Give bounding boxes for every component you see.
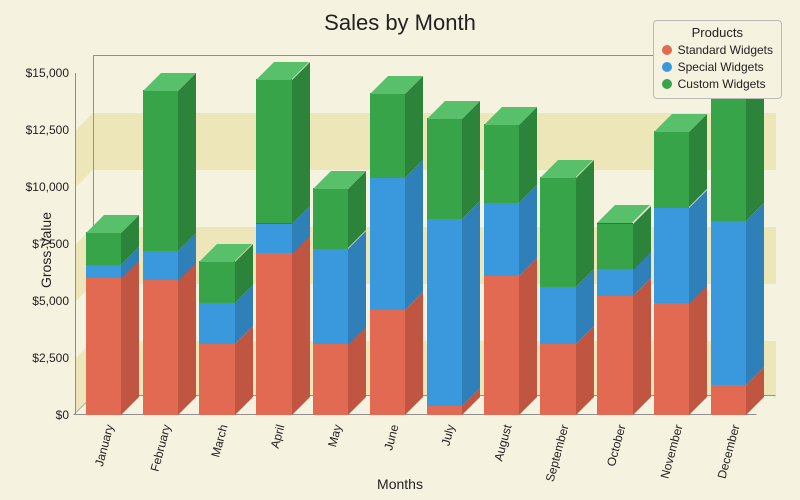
bar-segment-front [484, 124, 519, 203]
legend-item: Custom Widgets [662, 76, 773, 93]
bar-segment-front [143, 90, 178, 251]
bar-segment-front [597, 223, 632, 270]
bar-segment-side [689, 285, 707, 415]
x-tick-label: October [604, 423, 629, 468]
bar-segment-side [746, 78, 764, 221]
legend-item-label: Special Widgets [678, 59, 764, 76]
y-tick-label: $10,000 [26, 180, 69, 194]
bar-segment-side [576, 160, 594, 287]
bar-segment-side [405, 292, 423, 415]
bar-segment-front [484, 275, 519, 415]
bar-segment-front [654, 131, 689, 207]
bar-segment-front [427, 118, 462, 219]
legend-item: Special Widgets [662, 59, 773, 76]
bar-segment-front [484, 202, 519, 276]
bar-segment-side [633, 278, 651, 415]
legend-item: Standard Widgets [662, 42, 773, 59]
legend-swatch-icon [662, 79, 672, 89]
y-tick-label: $2,500 [32, 351, 69, 365]
bar-segment-front [711, 220, 746, 385]
x-axis-label: Months [0, 476, 800, 492]
bar-segment-front [711, 384, 746, 415]
bar-segment-side [348, 231, 366, 345]
x-tick-label: August [492, 423, 515, 463]
bar-segment-side [178, 262, 196, 415]
bar-segment-front [256, 223, 291, 254]
bar-segment-front [654, 302, 689, 415]
bar-segment-front [370, 309, 405, 415]
x-tick-label: January [92, 423, 117, 468]
legend-item-label: Custom Widgets [678, 76, 766, 93]
bar-segment-front [540, 343, 575, 415]
bar-segment-front [256, 79, 291, 224]
x-tick-label: February [148, 423, 174, 473]
bar-segment-front [256, 252, 291, 415]
bar-segment-front [313, 343, 348, 415]
sales-by-month-chart: Sales by Month Gross Value Months $0$2,5… [0, 0, 800, 500]
y-tick-label: $0 [56, 408, 69, 422]
plot-area: $0$2,500$5,000$7,500$10,000$12,500$15,00… [75, 55, 775, 415]
bar-segment-side [405, 160, 423, 310]
x-tick-label: September [543, 423, 572, 483]
bar-segment-front [313, 188, 348, 248]
bar-segment-side [178, 73, 196, 251]
x-tick-label: November [657, 423, 685, 480]
bar-segment-side [746, 203, 764, 385]
bar-segment-front [86, 232, 121, 265]
x-tick-label: March [208, 423, 230, 459]
y-tick-label: $12,500 [26, 123, 69, 137]
bar-segment-side [462, 101, 480, 219]
bar-segment-side [462, 201, 480, 406]
bar-segment-front [427, 218, 462, 406]
bar-segment-front [370, 177, 405, 310]
y-axis-line [75, 73, 76, 415]
bar-segment-front [199, 343, 234, 415]
legend-title: Products [662, 25, 773, 40]
bar-segment-front [143, 250, 178, 281]
y-tick-label: $5,000 [32, 294, 69, 308]
bar-segment-front [86, 277, 121, 415]
bar-segment-side [519, 258, 537, 415]
legend: Products Standard Widgets Special Widget… [653, 20, 782, 99]
legend-swatch-icon [662, 45, 672, 55]
bar-segment-front [199, 302, 234, 344]
bar-segment-front [199, 261, 234, 303]
x-tick-label: June [381, 423, 401, 452]
bar-segment-side [292, 62, 310, 224]
bar-segment-front [427, 405, 462, 415]
bar-segment-front [370, 93, 405, 178]
bar-segment-front [143, 279, 178, 415]
legend-swatch-icon [662, 62, 672, 72]
bar-segment-front [654, 207, 689, 304]
y-tick-label: $7,500 [32, 237, 69, 251]
bar-segment-front [86, 264, 121, 279]
bar-segment-side [121, 260, 139, 415]
bar-segment-side [689, 190, 707, 304]
bar-segment-front [313, 248, 348, 345]
x-tick-label: July [439, 423, 458, 447]
bar-segment-front [540, 286, 575, 344]
x-tick-label: April [268, 423, 288, 450]
bar-segment-side [292, 235, 310, 415]
bar-segment-front [597, 268, 632, 296]
y-tick-label: $15,000 [26, 66, 69, 80]
x-tick-label: December [714, 423, 742, 480]
x-tick-label: May [325, 423, 344, 449]
bar-segment-front [540, 177, 575, 287]
bar-segment-front [711, 95, 746, 221]
bar-segment-front [597, 295, 632, 415]
legend-item-label: Standard Widgets [678, 42, 773, 59]
